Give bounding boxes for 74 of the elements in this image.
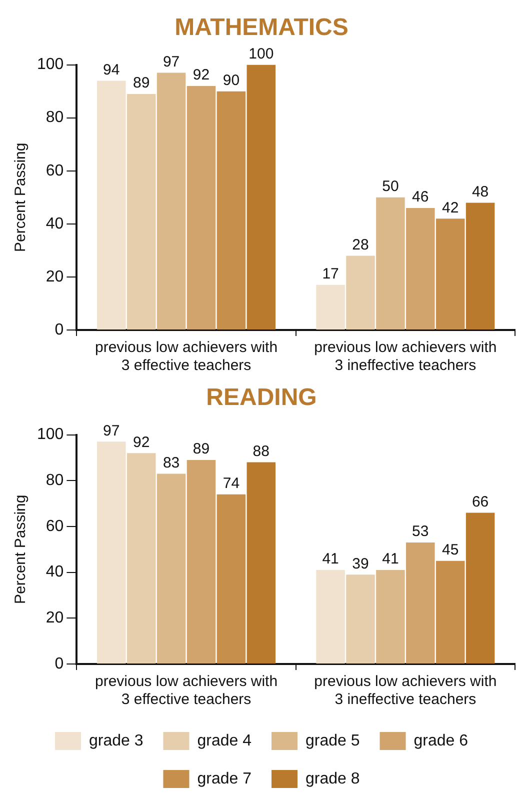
bar	[346, 574, 375, 664]
y-tick-label: 100	[36, 426, 64, 444]
legend-label: grade 8	[306, 770, 360, 788]
data-label: 41	[382, 550, 399, 568]
bar	[406, 542, 435, 664]
bar	[126, 453, 156, 664]
data-label: 97	[103, 422, 120, 440]
data-label: 88	[252, 442, 270, 460]
y-tick-label: 80	[46, 109, 64, 126]
data-label: 42	[442, 199, 459, 216]
data-label: 53	[412, 523, 429, 540]
data-label: 17	[322, 266, 339, 283]
bar	[316, 570, 345, 664]
chart-title: MATHEMATICS	[174, 14, 348, 42]
bar	[156, 72, 186, 330]
x-tick-label: previous low achievers with 3 ineffective teachers	[314, 673, 497, 708]
bar	[246, 64, 276, 330]
data-label: 92	[192, 66, 210, 84]
bar	[376, 197, 405, 330]
bar	[216, 91, 246, 330]
y-tick-label: 40	[46, 564, 64, 581]
bar	[406, 208, 435, 330]
legend-label: grade 3	[88, 732, 144, 750]
y-axis-title: Percent Passing	[12, 142, 30, 252]
bar	[436, 218, 465, 330]
y-tick-label: 60	[46, 518, 64, 535]
y-tick-label: 40	[46, 215, 64, 232]
chart-title: READING	[206, 384, 317, 412]
y-tick-label: 20	[46, 268, 64, 286]
bar	[316, 284, 345, 330]
data-label: 41	[322, 550, 339, 568]
bar	[186, 460, 216, 664]
bar	[346, 256, 375, 330]
x-tick-label: previous low achievers with 3 effective teachers	[94, 339, 278, 374]
bar	[246, 462, 276, 664]
data-label: 28	[352, 236, 369, 254]
bar	[376, 570, 405, 664]
bar	[466, 512, 495, 664]
bar	[216, 494, 246, 664]
data-label: 48	[472, 183, 489, 200]
bar	[156, 474, 186, 664]
legend-label: grade 7	[197, 770, 252, 788]
data-label: 83	[162, 454, 180, 472]
data-label: 74	[222, 475, 240, 492]
y-tick-label: 100	[36, 56, 64, 74]
data-label: 39	[352, 555, 369, 572]
data-label: 100	[248, 45, 274, 62]
x-tick-label: previous low achievers with 3 effective teachers	[94, 673, 278, 708]
data-label: 89	[192, 440, 210, 458]
legend-label: grade 4	[197, 732, 252, 750]
bar	[436, 560, 465, 664]
x-tick-label: previous low achievers with 3 ineffective teachers	[314, 339, 497, 374]
bar	[97, 80, 126, 330]
y-tick-label: 0	[54, 655, 64, 672]
data-label: 46	[412, 188, 429, 206]
bar	[126, 94, 156, 330]
data-label: 50	[382, 178, 399, 196]
y-tick-label: 80	[46, 472, 64, 490]
data-label: 89	[133, 74, 150, 92]
legend-label: grade 5	[306, 732, 360, 750]
bar	[466, 202, 495, 330]
legend-label: grade 6	[414, 732, 468, 750]
data-label: 66	[472, 493, 489, 510]
data-label: 97	[162, 53, 180, 70]
y-tick-label: 60	[46, 162, 64, 180]
y-tick-label: 20	[46, 610, 64, 627]
y-tick-label: 0	[54, 321, 64, 338]
bar	[97, 442, 126, 664]
y-axis-title: Percent Passing	[12, 494, 30, 604]
data-label: 90	[222, 72, 240, 89]
bar	[186, 86, 216, 330]
data-label: 94	[103, 61, 120, 78]
data-label: 45	[442, 542, 459, 558]
data-label: 92	[133, 434, 150, 451]
